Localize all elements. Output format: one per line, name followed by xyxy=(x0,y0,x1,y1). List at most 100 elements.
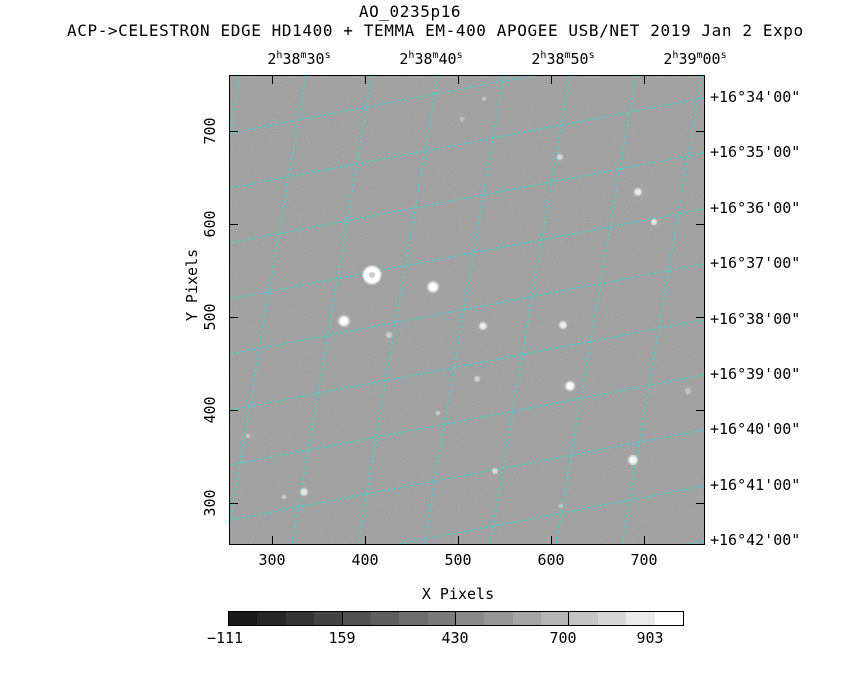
colorbar-segment xyxy=(512,612,542,625)
star xyxy=(627,454,639,466)
star xyxy=(481,96,487,102)
ra-grid-label: 2h38m30s xyxy=(267,50,331,68)
star xyxy=(556,153,564,161)
x-tick-top xyxy=(458,76,459,84)
x-tick-label: 600 xyxy=(537,551,565,569)
colorbar-value-label: 159 xyxy=(328,629,356,647)
colorbar-segment xyxy=(541,612,570,625)
star xyxy=(564,380,576,392)
dec-grid-label: +16°36'00" xyxy=(710,199,801,217)
dec-grid-label: +16°41'00" xyxy=(710,476,801,494)
y-tick-label: 700 xyxy=(201,117,219,145)
grid-line-dec xyxy=(230,429,704,521)
x-tick-top xyxy=(551,76,552,84)
colorbar xyxy=(228,611,684,626)
colorbar-segment xyxy=(456,612,485,625)
colorbar-value-label: 700 xyxy=(549,629,577,647)
colorbar-segment xyxy=(229,612,258,625)
plot-title: AO_0235p16 xyxy=(358,2,462,21)
star xyxy=(558,320,568,330)
y-tick-right xyxy=(696,224,704,225)
star xyxy=(633,187,643,197)
y-tick-label: 400 xyxy=(201,396,219,424)
colorbar-segment xyxy=(342,612,371,625)
y-tick-left xyxy=(230,410,238,411)
x-tick-bottom xyxy=(272,536,273,544)
star xyxy=(337,314,351,328)
x-tick-bottom xyxy=(644,536,645,544)
star xyxy=(245,433,251,439)
grid-line-dec xyxy=(230,319,704,411)
colorbar-segment xyxy=(399,612,428,625)
y-tick-label: 600 xyxy=(201,210,219,238)
grid-line-ra xyxy=(423,76,505,544)
grid-line-dec xyxy=(230,97,704,189)
grid-line-dec xyxy=(684,540,704,544)
x-tick-top xyxy=(272,76,273,84)
star xyxy=(426,280,440,294)
x-tick-label: 500 xyxy=(444,551,472,569)
colorbar-tick xyxy=(455,612,456,625)
colorbar-segment xyxy=(484,612,513,625)
plot-subtitle: ACP->CELESTRON EDGE HD1400 + TEMMA EM-40… xyxy=(67,21,804,40)
grid-line-ra xyxy=(621,76,703,544)
star xyxy=(650,218,658,226)
colorbar-segment xyxy=(427,612,456,625)
image-plot-area xyxy=(229,75,705,545)
ra-grid-label: 2h38m50s xyxy=(531,50,595,68)
y-tick-left xyxy=(230,317,238,318)
ra-grid-label: 2h39m00s xyxy=(663,50,727,68)
y-tick-right xyxy=(696,131,704,132)
colorbar-segment xyxy=(626,612,655,625)
y-tick-right xyxy=(696,410,704,411)
y-tick-left xyxy=(230,503,238,504)
x-tick-label: 400 xyxy=(351,551,379,569)
y-axis-title: Y Pixels xyxy=(183,248,201,322)
dec-grid-label: +16°38'00" xyxy=(710,310,801,328)
x-tick-bottom xyxy=(365,536,366,544)
y-tick-left xyxy=(230,131,238,132)
grid-line-ra xyxy=(291,76,373,544)
y-tick-label: 300 xyxy=(201,489,219,517)
grid-line-dec xyxy=(230,263,704,355)
y-tick-label: 500 xyxy=(201,303,219,331)
wcs-grid xyxy=(230,76,704,544)
star xyxy=(684,387,692,395)
colorbar-segment xyxy=(257,612,286,625)
star xyxy=(491,467,499,475)
grid-line-ra xyxy=(357,76,439,544)
y-tick-right xyxy=(696,317,704,318)
grid-line-ra xyxy=(489,76,571,544)
colorbar-segment xyxy=(654,612,683,625)
grid-line-dec xyxy=(230,374,704,466)
colorbar-segment xyxy=(314,612,343,625)
colorbar-tick xyxy=(568,612,569,625)
colorbar-value-label: −111 xyxy=(206,629,244,647)
y-tick-right xyxy=(696,503,704,504)
x-tick-top xyxy=(365,76,366,84)
dec-grid-label: +16°39'00" xyxy=(710,365,801,383)
colorbar-segment xyxy=(597,612,627,625)
grid-line-dec xyxy=(230,76,534,134)
dec-grid-label: +16°35'00" xyxy=(710,143,801,161)
star xyxy=(362,265,382,285)
colorbar-segment xyxy=(370,612,400,625)
colorbar-value-label: 430 xyxy=(441,629,469,647)
dec-grid-label: +16°37'00" xyxy=(710,254,801,272)
star xyxy=(473,375,481,383)
colorbar-segment xyxy=(569,612,598,625)
x-tick-bottom xyxy=(458,536,459,544)
x-axis-title: X Pixels xyxy=(421,585,495,603)
grid-line-ra xyxy=(230,76,307,527)
image-noise xyxy=(230,76,704,544)
star xyxy=(558,503,564,509)
colorbar-tick xyxy=(342,612,343,625)
grid-line-dec xyxy=(230,152,704,244)
star xyxy=(385,331,393,339)
colorbar-value-label: 903 xyxy=(636,629,664,647)
dec-grid-label: +16°34'00" xyxy=(710,88,801,106)
x-tick-top xyxy=(644,76,645,84)
star xyxy=(281,494,287,500)
y-tick-left xyxy=(230,224,238,225)
